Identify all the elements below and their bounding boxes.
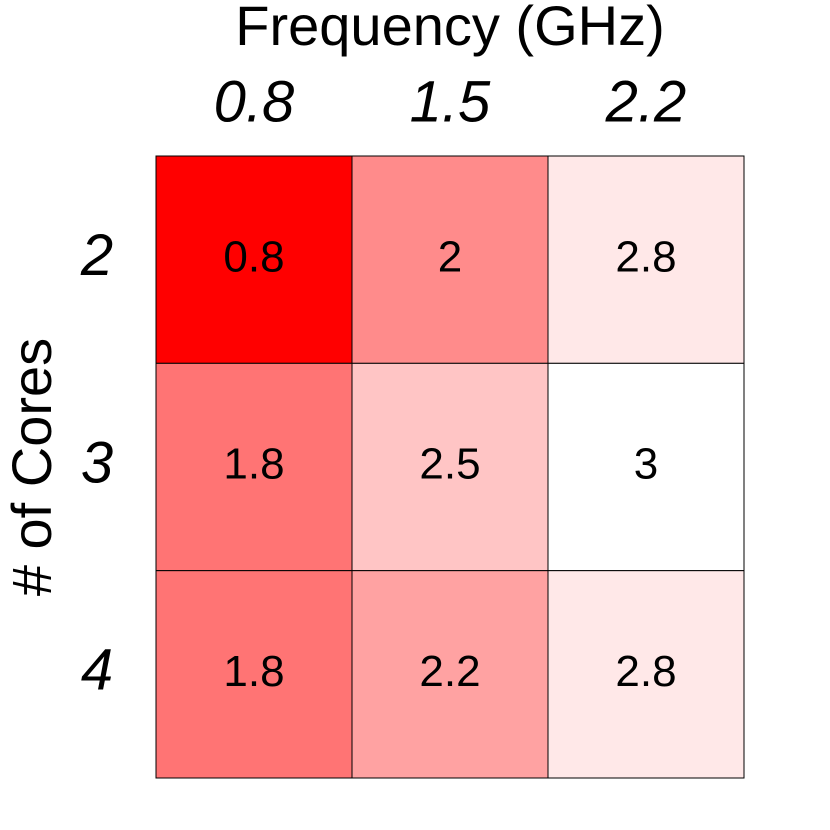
x-axis-title: Frequency (GHz): [235, 0, 664, 57]
heatmap-cell: [155, 362, 353, 572]
x-tick-label: 1.5: [410, 69, 491, 134]
cell-label: 2.5: [419, 440, 480, 489]
cell-label: 2.8: [615, 647, 676, 696]
heatmap-cell: [155, 155, 353, 364]
heatmap-cell: [351, 570, 549, 779]
cell-label: 2.2: [419, 647, 480, 696]
cell-label: 1.8: [223, 440, 284, 489]
heatmap-cell: [547, 362, 745, 572]
heatmap-cell: [351, 362, 549, 572]
heatmap-cell: [351, 155, 549, 364]
cell-label: 3: [634, 440, 658, 489]
cell-label: 1.8: [223, 647, 284, 696]
y-tick-label: 3: [81, 430, 113, 495]
x-tick-label: 0.8: [214, 69, 295, 134]
cell-label: 0.8: [223, 232, 284, 281]
heatmap-cell: [547, 570, 745, 779]
heatmap-cell: [155, 570, 353, 779]
cell-label: 2.8: [615, 232, 676, 281]
y-tick-label: 4: [81, 638, 113, 703]
y-axis-title: # of Cores: [0, 338, 63, 596]
x-tick-label: 2.2: [605, 69, 687, 134]
heatmap-cell: [547, 155, 745, 364]
cell-label: 2: [438, 232, 462, 281]
y-tick-label: 2: [80, 223, 113, 288]
